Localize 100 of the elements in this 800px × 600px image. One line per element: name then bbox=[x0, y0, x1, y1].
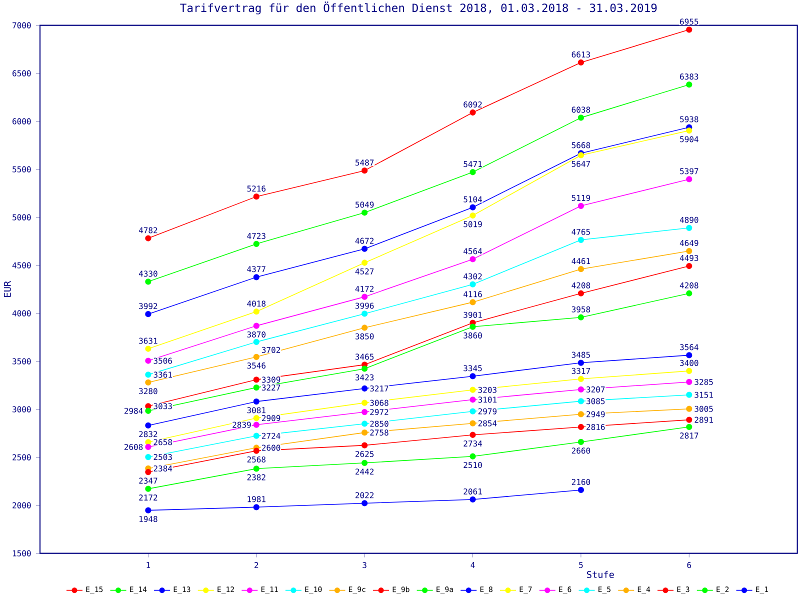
data-label: 2510 bbox=[464, 462, 482, 468]
data-label: 3280 bbox=[139, 388, 158, 394]
data-label: 6038 bbox=[572, 106, 590, 113]
data-label: 5119 bbox=[572, 194, 590, 201]
y-tick-label: 2000 bbox=[12, 502, 31, 508]
chart-title: Tarifvertrag für den Öffentlichen Dienst 2018, 01.03.2018 - 31.03.2019 bbox=[180, 2, 657, 14]
data-label: 4208 bbox=[572, 282, 590, 288]
data-label: 3485 bbox=[572, 352, 590, 358]
data-label: 3085 bbox=[586, 398, 605, 404]
data-label: 5668 bbox=[572, 142, 590, 148]
y-tick-label: 1500 bbox=[12, 550, 31, 556]
data-label: 4723 bbox=[247, 232, 266, 239]
data-label: 3850 bbox=[355, 333, 374, 340]
data-label: 3101 bbox=[478, 396, 497, 403]
data-label: 5019 bbox=[464, 221, 482, 228]
data-label: 4172 bbox=[355, 286, 374, 292]
data-label: 2022 bbox=[356, 492, 374, 498]
data-label: 2949 bbox=[586, 411, 605, 418]
data-label: 5049 bbox=[356, 202, 374, 208]
data-label: 2891 bbox=[694, 416, 713, 423]
data-label: 6092 bbox=[464, 101, 482, 108]
x-axis-title: Stufe bbox=[587, 570, 614, 578]
data-label: 3285 bbox=[694, 378, 713, 385]
data-label: 3361 bbox=[154, 372, 172, 378]
y-tick-label: 2500 bbox=[12, 454, 31, 460]
data-label: 2503 bbox=[154, 454, 172, 460]
data-label: 2160 bbox=[572, 478, 590, 485]
data-label: 3081 bbox=[247, 407, 266, 414]
data-label: 3870 bbox=[247, 331, 266, 338]
data-label: 2816 bbox=[586, 424, 605, 430]
data-label: 4377 bbox=[247, 266, 266, 272]
data-label: 3227 bbox=[262, 384, 280, 391]
y-tick-label: 4500 bbox=[12, 262, 31, 268]
data-label: 5471 bbox=[464, 161, 482, 168]
data-label: 2442 bbox=[356, 468, 374, 475]
x-tick-label: 4 bbox=[470, 562, 475, 568]
x-tick-label: 1 bbox=[146, 562, 150, 568]
data-label: 2984 bbox=[124, 408, 143, 414]
data-label: 4018 bbox=[247, 300, 266, 307]
data-label: 4302 bbox=[464, 273, 482, 280]
data-label: 2758 bbox=[370, 430, 388, 436]
data-label: 6383 bbox=[680, 74, 698, 80]
data-label: 4461 bbox=[572, 258, 590, 264]
data-label: 2347 bbox=[139, 478, 158, 484]
data-label: 2608 bbox=[124, 444, 143, 450]
x-tick-label: 3 bbox=[362, 562, 366, 568]
data-label: 5938 bbox=[680, 116, 698, 122]
x-tick-label: 5 bbox=[579, 562, 583, 568]
data-label: 3702 bbox=[262, 346, 280, 353]
data-label: 6613 bbox=[572, 51, 590, 58]
data-label: 3901 bbox=[464, 312, 482, 318]
data-label: 3033 bbox=[154, 403, 172, 410]
data-label: 3992 bbox=[139, 303, 158, 310]
data-label: 5487 bbox=[356, 160, 374, 166]
y-tick-label: 3500 bbox=[12, 358, 31, 364]
data-label: 3005 bbox=[694, 406, 713, 412]
data-label: 1948 bbox=[140, 516, 158, 522]
data-label: 2724 bbox=[262, 432, 280, 439]
data-label: 4765 bbox=[572, 228, 590, 235]
data-label: 3203 bbox=[478, 386, 496, 393]
data-label: 4330 bbox=[138, 270, 158, 277]
data-label: 3207 bbox=[586, 386, 605, 392]
data-label: 3546 bbox=[247, 362, 266, 369]
data-label: 6955 bbox=[680, 18, 698, 25]
data-label: 2972 bbox=[370, 408, 388, 416]
data-label: 2625 bbox=[356, 450, 374, 458]
data-label: 2600 bbox=[262, 444, 280, 451]
data-label: 1981 bbox=[248, 496, 266, 502]
data-label: 3309 bbox=[262, 376, 280, 383]
data-label: 3068 bbox=[370, 400, 388, 406]
y-tick-label: 3000 bbox=[12, 406, 31, 412]
data-label: 3317 bbox=[572, 368, 590, 374]
y-tick-label: 6000 bbox=[12, 118, 31, 124]
y-tick-label: 7000 bbox=[12, 22, 31, 28]
data-label: 2839 bbox=[232, 422, 251, 428]
data-label: 3423 bbox=[355, 374, 374, 380]
data-label: 2061 bbox=[464, 488, 482, 494]
data-label: 5216 bbox=[247, 186, 266, 192]
data-label: 2979 bbox=[478, 408, 497, 414]
data-label: 4782 bbox=[138, 227, 158, 234]
data-label: 5104 bbox=[464, 196, 482, 202]
data-label: 3958 bbox=[572, 306, 590, 312]
data-label: 4493 bbox=[680, 254, 698, 262]
data-label: 3564 bbox=[680, 344, 698, 350]
data-label: 5904 bbox=[680, 136, 698, 142]
data-label: 4116 bbox=[464, 291, 482, 298]
data-label: 3996 bbox=[355, 302, 374, 309]
data-label: 4527 bbox=[355, 268, 374, 274]
data-label: 3151 bbox=[694, 392, 713, 398]
data-label: 2568 bbox=[247, 456, 266, 462]
data-label: 2382 bbox=[247, 474, 266, 480]
y-tick-label: 5000 bbox=[12, 214, 31, 220]
y-axis-title: EUR bbox=[4, 280, 11, 297]
data-label: 2832 bbox=[139, 431, 158, 438]
data-label: 2909 bbox=[262, 415, 280, 422]
data-label: 3345 bbox=[464, 365, 482, 372]
y-tick-label: 6500 bbox=[12, 70, 31, 76]
data-label: 4649 bbox=[680, 240, 698, 246]
data-label: 4208 bbox=[680, 282, 698, 288]
data-label: 2734 bbox=[464, 440, 482, 447]
